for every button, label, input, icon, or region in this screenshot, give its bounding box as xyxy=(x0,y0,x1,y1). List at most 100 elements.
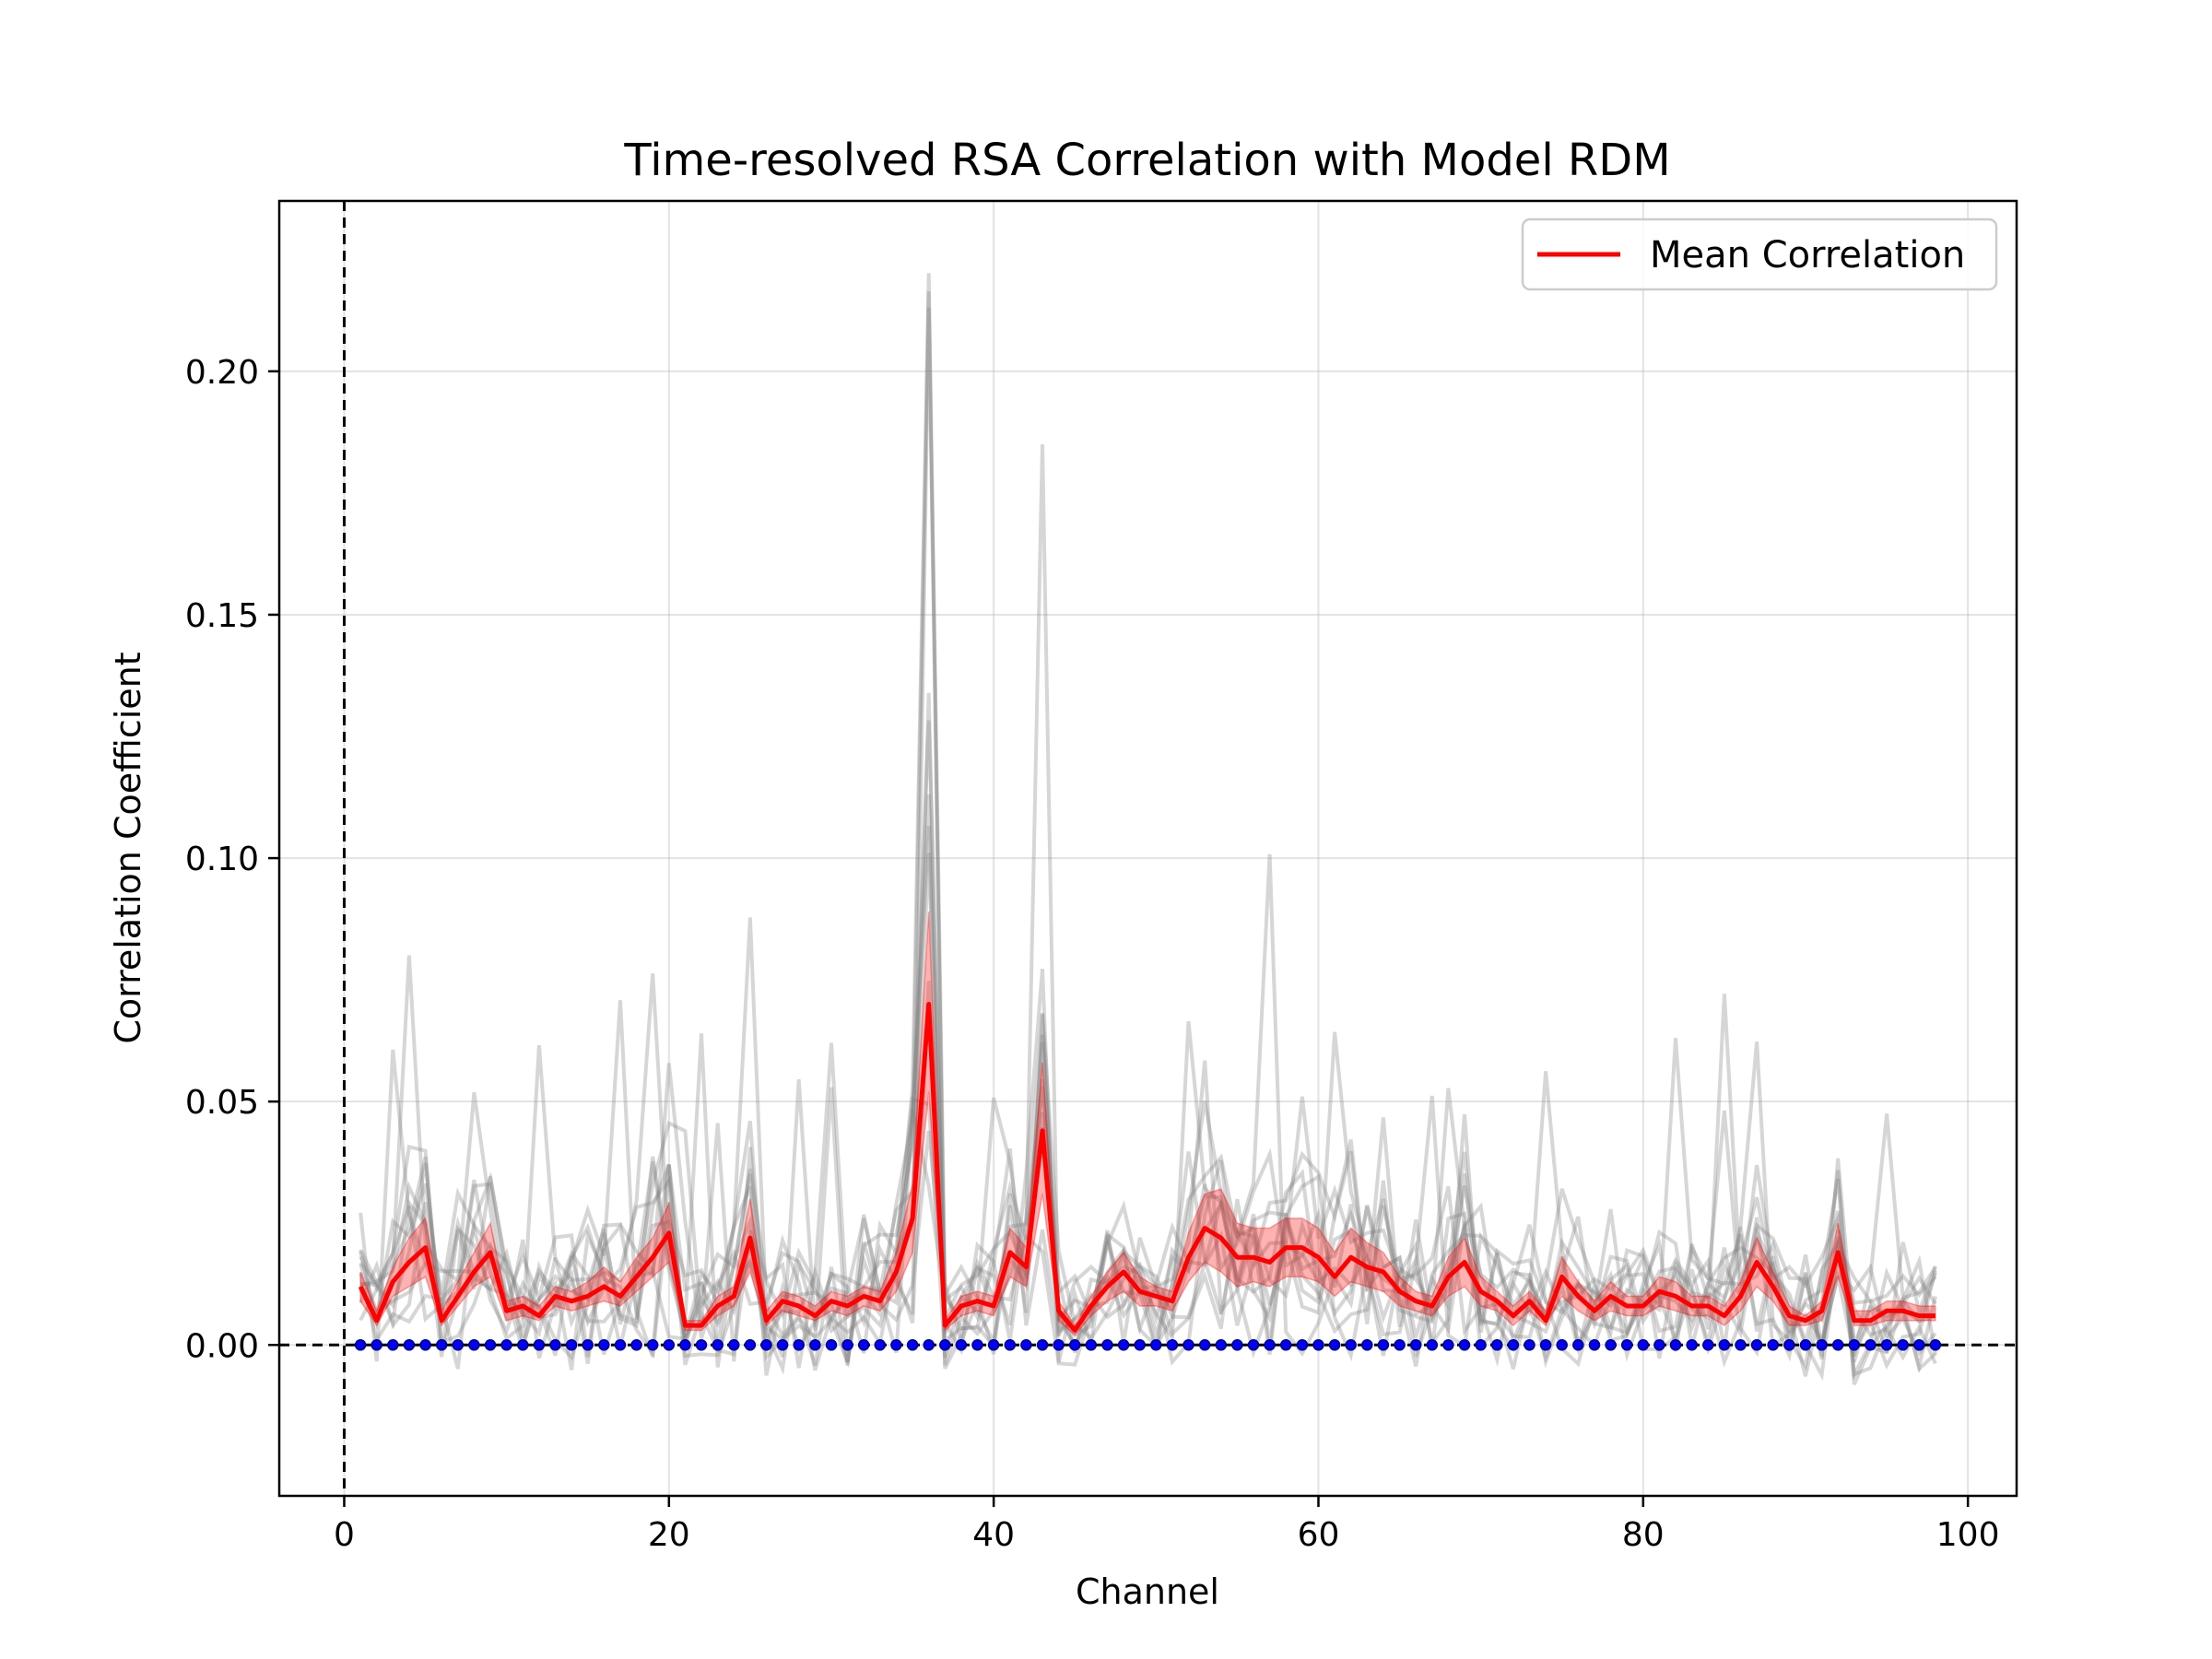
baseline-marker-90 xyxy=(1816,1339,1828,1351)
baseline-marker-64 xyxy=(1394,1339,1406,1351)
baseline-marker-86 xyxy=(1750,1339,1763,1351)
baseline-marker-29 xyxy=(825,1339,838,1351)
baseline-marker-37 xyxy=(955,1339,968,1351)
baseline-marker-66 xyxy=(1426,1339,1439,1351)
baseline-marker-31 xyxy=(857,1339,870,1351)
x-tick-label-2: 40 xyxy=(972,1516,1015,1554)
baseline-marker-18 xyxy=(646,1339,659,1351)
y-tick-label-1: 0.05 xyxy=(185,1084,259,1122)
baseline-marker-5 xyxy=(435,1339,448,1351)
baseline-marker-47 xyxy=(1117,1339,1130,1351)
baseline-marker-74 xyxy=(1556,1339,1568,1351)
baseline-marker-51 xyxy=(1182,1339,1194,1351)
baseline-marker-95 xyxy=(1897,1339,1909,1351)
baseline-marker-41 xyxy=(1020,1339,1032,1351)
baseline-marker-34 xyxy=(906,1339,919,1351)
baseline-marker-38 xyxy=(971,1339,983,1351)
y-tick-label-2: 0.10 xyxy=(185,841,259,878)
x-tick-label-4: 80 xyxy=(1622,1516,1665,1554)
baseline-marker-82 xyxy=(1686,1339,1698,1351)
baseline-marker-91 xyxy=(1831,1339,1844,1351)
baseline-marker-78 xyxy=(1620,1339,1633,1351)
subject-trace-4 xyxy=(359,794,1937,1385)
baseline-marker-92 xyxy=(1848,1339,1861,1351)
baseline-marker-40 xyxy=(1004,1339,1017,1351)
x-axis-ticks: 0 20 40 60 80 100 xyxy=(334,1496,2000,1554)
baseline-marker-46 xyxy=(1101,1339,1113,1351)
baseline-marker-44 xyxy=(1068,1339,1081,1351)
baseline-marker-11 xyxy=(533,1339,546,1351)
baseline-marker-16 xyxy=(614,1339,627,1351)
baseline-marker-97 xyxy=(1929,1339,1942,1351)
baseline-marker-61 xyxy=(1345,1339,1357,1351)
baseline-marker-24 xyxy=(744,1339,757,1351)
legend-label-mean: Mean Correlation xyxy=(1650,234,1965,276)
baseline-marker-62 xyxy=(1361,1339,1373,1351)
baseline-marker-60 xyxy=(1328,1339,1341,1351)
baseline-marker-3 xyxy=(403,1339,416,1351)
baseline-marker-9 xyxy=(500,1339,512,1351)
baseline-marker-54 xyxy=(1231,1339,1243,1351)
baseline-marker-52 xyxy=(1198,1339,1211,1351)
y-tick-label-4: 0.20 xyxy=(185,354,259,392)
baseline-marker-17 xyxy=(630,1339,642,1351)
baseline-marker-68 xyxy=(1458,1339,1471,1351)
baseline-marker-48 xyxy=(1134,1339,1146,1351)
baseline-marker-26 xyxy=(776,1339,789,1351)
baseline-markers xyxy=(354,1339,1942,1351)
baseline-marker-71 xyxy=(1507,1339,1520,1351)
baseline-marker-79 xyxy=(1637,1339,1650,1351)
baseline-marker-10 xyxy=(517,1339,529,1351)
baseline-marker-0 xyxy=(354,1339,367,1351)
x-tick-label-5: 100 xyxy=(1936,1516,2000,1554)
baseline-marker-22 xyxy=(712,1339,724,1351)
baseline-marker-57 xyxy=(1279,1339,1292,1351)
baseline-marker-88 xyxy=(1783,1339,1795,1351)
baseline-marker-93 xyxy=(1865,1339,1877,1351)
baseline-marker-72 xyxy=(1524,1339,1535,1351)
grid-lines xyxy=(279,201,2017,1496)
baseline-marker-94 xyxy=(1880,1339,1893,1351)
baseline-marker-23 xyxy=(728,1339,740,1351)
baseline-marker-27 xyxy=(793,1339,805,1351)
baseline-marker-50 xyxy=(1166,1339,1179,1351)
baseline-marker-69 xyxy=(1475,1339,1487,1351)
baseline-marker-43 xyxy=(1053,1339,1065,1351)
x-tick-label-3: 60 xyxy=(1298,1516,1340,1554)
baseline-marker-81 xyxy=(1669,1339,1682,1351)
baseline-marker-96 xyxy=(1913,1339,1925,1351)
baseline-marker-25 xyxy=(760,1339,772,1351)
mean-series xyxy=(358,1002,1936,1333)
baseline-marker-56 xyxy=(1264,1339,1276,1351)
subject-trace-6 xyxy=(359,981,1937,1370)
baseline-marker-53 xyxy=(1215,1339,1228,1351)
baseline-marker-33 xyxy=(890,1339,902,1351)
baseline-marker-8 xyxy=(484,1339,497,1351)
subject-trace-8 xyxy=(359,826,1936,1371)
plot-frame xyxy=(277,199,2018,1498)
baseline-marker-4 xyxy=(419,1339,431,1351)
baseline-marker-83 xyxy=(1702,1339,1714,1351)
baseline-marker-13 xyxy=(565,1339,578,1351)
confidence-band xyxy=(359,912,1936,1336)
baseline-marker-32 xyxy=(874,1339,887,1351)
baseline-marker-49 xyxy=(1150,1339,1162,1351)
baseline-marker-65 xyxy=(1409,1339,1422,1351)
baseline-marker-73 xyxy=(1539,1339,1552,1351)
baseline-marker-12 xyxy=(549,1339,561,1351)
subject-trace-10 xyxy=(359,973,1937,1371)
baseline-marker-35 xyxy=(923,1339,935,1351)
x-tick-label-1: 20 xyxy=(648,1516,690,1554)
baseline-marker-70 xyxy=(1491,1339,1503,1351)
baseline-marker-7 xyxy=(468,1339,480,1351)
baseline-marker-20 xyxy=(679,1339,691,1351)
subject-trace-11 xyxy=(359,1014,1937,1382)
x-tick-label-0: 0 xyxy=(334,1516,355,1554)
baseline-marker-85 xyxy=(1735,1339,1747,1351)
subject-trace-0 xyxy=(359,307,1937,1362)
baseline-marker-87 xyxy=(1767,1339,1779,1351)
baseline-marker-67 xyxy=(1442,1339,1454,1351)
y-axis-ticks: 0.00 0.05 0.10 0.15 0.20 xyxy=(185,354,279,1365)
baseline-marker-1 xyxy=(371,1339,382,1351)
